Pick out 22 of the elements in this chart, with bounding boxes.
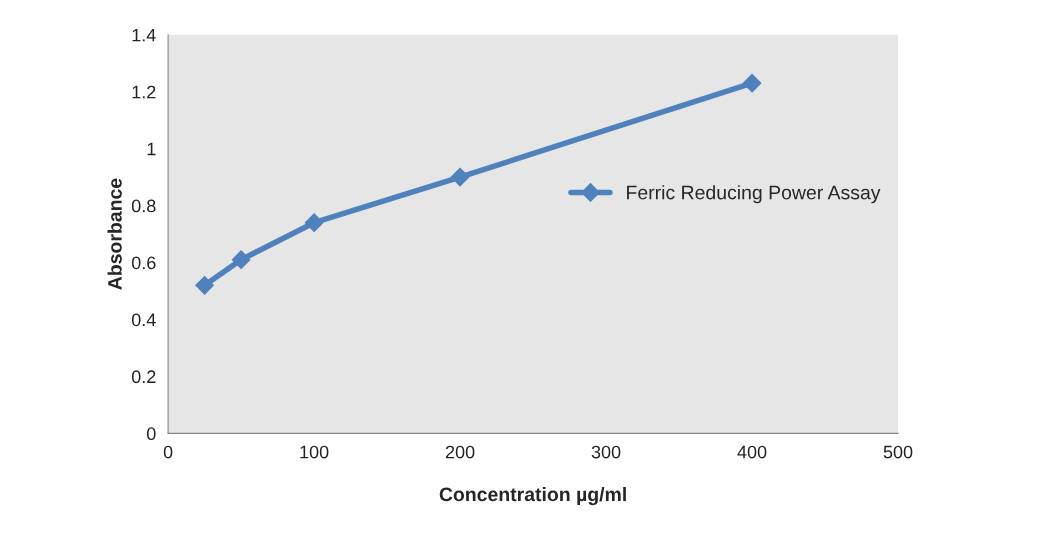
y-tick-label: 1.4 bbox=[132, 28, 156, 42]
x-tick-label: 400 bbox=[737, 445, 767, 459]
x-tick-label: 0 bbox=[163, 445, 173, 459]
y-tick-label: 0 bbox=[146, 427, 156, 441]
y-tick-label: 0.4 bbox=[131, 313, 156, 327]
x-axis-title: Concentration µg/ml bbox=[439, 486, 626, 506]
y-tick-label: 0.8 bbox=[131, 199, 156, 213]
y-tick-label: 1 bbox=[147, 142, 156, 156]
point bbox=[231, 250, 251, 270]
legend-label: Ferric Reducing Power Assay bbox=[627, 185, 881, 204]
y-tick-label: 0.2 bbox=[131, 370, 156, 384]
point bbox=[304, 213, 324, 233]
point bbox=[742, 73, 762, 93]
x-tick-label: 100 bbox=[300, 445, 329, 459]
x-tick-label: 200 bbox=[445, 445, 475, 459]
point bbox=[195, 275, 214, 295]
y-tick-label: 1.2 bbox=[132, 85, 156, 99]
x-tick-label: 500 bbox=[883, 445, 913, 459]
x-tick-label: 300 bbox=[591, 445, 621, 459]
y-tick-label: 0.6 bbox=[131, 256, 156, 270]
y-axis-title: Absorbance bbox=[107, 178, 122, 290]
point bbox=[450, 167, 470, 187]
